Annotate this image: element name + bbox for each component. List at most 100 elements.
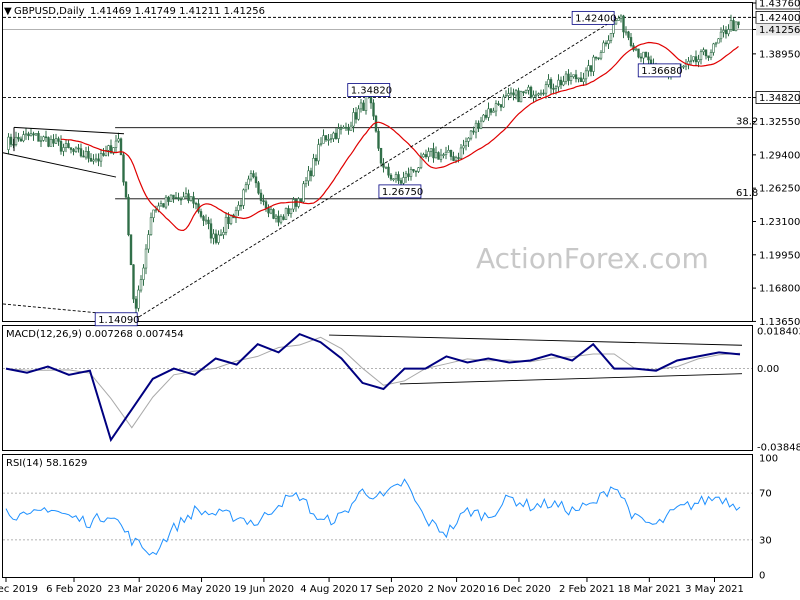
price-annotation-box [94,312,138,327]
candle-body [94,158,98,161]
candle-body [44,136,48,139]
candle-body [517,90,520,103]
x-tick-label: 18 Mar 2021 [618,584,681,595]
candle-body [624,31,628,34]
price-annotation-box [637,63,681,78]
price-tick-label: 1.42400 [759,13,800,24]
candle-body [404,173,408,178]
price-tick-label: 1.29400 [759,150,800,161]
candle-body [229,214,233,224]
candle-body [314,157,318,162]
rsi-label: RSI(14) 58.1629 [6,458,87,469]
candle-body [199,211,203,217]
candle-body [382,162,385,168]
price-tick-label: 1.26250 [759,184,800,195]
candle-body [304,180,308,185]
candle-body [494,103,498,112]
x-tick-label: 19 Jun 2020 [234,584,294,595]
lower-trendline [2,303,140,318]
candle-body [459,147,463,159]
candle-body [17,136,20,140]
candle-body [522,91,525,94]
candle-body [502,96,505,108]
candle-body [334,132,338,139]
candle-body [102,153,105,156]
candle-body [682,65,685,68]
candle-body [554,86,558,89]
candle-body [34,133,38,136]
candle-body [499,104,503,108]
candle-body [727,29,730,35]
candle-body [612,23,615,34]
x-tick-label: 20 Dec 2019 [0,584,38,595]
price-marker-box [755,10,800,24]
candle-body [492,110,495,113]
candle-body [562,81,565,86]
candle-body [24,133,28,136]
candle-body [179,198,183,201]
macd-tick-label: 0.018403 [757,327,800,338]
candle-body [242,189,245,206]
candle-body [67,143,70,148]
candle-body [259,192,263,201]
candle-body [622,15,625,33]
candle-body [592,56,595,72]
candle-body [177,197,180,200]
candle-body [582,78,585,83]
candle-body [72,149,75,152]
candle-body [724,30,728,35]
candle-body [267,207,270,214]
candle-body [567,73,570,81]
x-tick-label: 4 Aug 2020 [300,584,358,595]
candle-body [62,147,65,152]
candle-body [234,210,238,219]
candle-body [204,219,208,222]
x-tick-label: 6 Feb 2020 [46,584,102,595]
price-tick-label: 1.41256 [759,25,800,36]
candle-body [247,178,250,186]
candle-body [184,193,188,198]
candle-body [317,144,320,162]
fib-label: 61.8 [736,188,758,199]
candle-body [127,196,130,236]
candle-body [292,199,295,210]
candle-body [162,203,165,208]
candle-body [729,20,733,30]
moving-average-line [61,41,739,232]
candle-body [512,92,515,96]
candle-body [9,136,13,145]
candle-body [182,196,185,200]
candle-body [574,74,578,80]
candle-body [139,279,143,291]
candle-body [449,150,453,157]
candle-body [604,42,608,45]
candle-body [134,298,138,309]
candle-body [227,216,230,224]
candle-body [217,234,220,243]
candle-body [457,157,460,159]
candle-body [309,170,313,177]
candle-body [39,140,43,142]
candle-body [549,79,553,89]
candle-body [519,91,523,103]
candle-body [172,194,175,198]
candle-body [52,138,55,144]
candle-body [359,102,363,110]
candle-body [429,148,433,152]
rsi-plot: 100 70 30 0 [3,454,778,582]
x-tick-label: 23 Mar 2020 [107,584,170,595]
candle-body [629,37,633,46]
candle-body [64,143,68,148]
candle-body [222,231,225,236]
candle-body [174,197,178,199]
candle-body [637,48,640,58]
candle-body [187,193,190,201]
current-price-box [756,23,800,36]
candle-body [487,108,490,118]
macd-line [5,332,741,443]
candle-body [577,77,580,80]
x-tick-label: 17 Sep 2020 [360,584,423,595]
candle-body [339,128,343,130]
candle-body [407,173,410,177]
